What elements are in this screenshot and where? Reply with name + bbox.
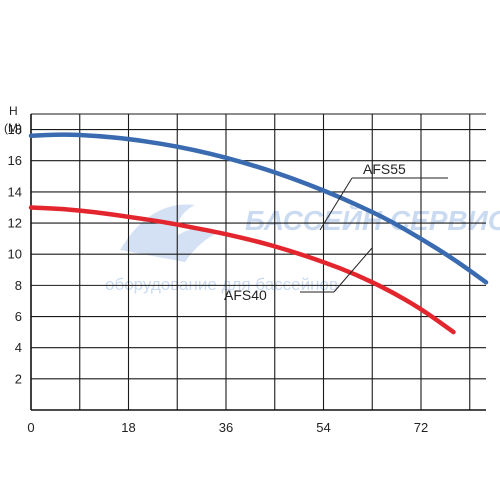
series-line-afs40 xyxy=(28,205,456,335)
afs55-leader-line xyxy=(319,177,353,231)
x-tick-label: 0 xyxy=(27,420,34,435)
afs40-leader-line xyxy=(333,247,373,293)
series-label-afs55: AFS55 xyxy=(363,161,406,177)
watermark-wave-icon xyxy=(120,204,220,262)
y-tick-label: 18 xyxy=(8,122,22,137)
y-tick-label: 2 xyxy=(15,371,22,386)
series-label-afs40: AFS40 xyxy=(224,287,267,303)
x-tick-label: 72 xyxy=(414,420,428,435)
x-tick-label: 18 xyxy=(121,420,135,435)
series-labels: AFS40 AFS55 xyxy=(224,161,448,303)
series xyxy=(28,132,489,335)
axes: 0 18 36 54 72 2 4 6 8 10 12 14 16 18 xyxy=(8,114,486,435)
x-tick-label: 54 xyxy=(316,420,330,435)
y-tick-label: 12 xyxy=(8,216,22,231)
series-line-afs55 xyxy=(28,132,489,285)
y-axis-label-line1: H xyxy=(9,104,18,118)
y-tick-label: 8 xyxy=(15,278,22,293)
y-tick-label: 6 xyxy=(15,309,22,324)
grid xyxy=(31,113,486,410)
y-tick-label: 16 xyxy=(8,153,22,168)
y-tick-label: 10 xyxy=(8,247,22,262)
x-tick-label: 36 xyxy=(219,420,233,435)
y-axis-label-line2: (M) xyxy=(4,121,22,135)
y-tick-label: 14 xyxy=(8,184,22,199)
watermark-subtitle: оборудование для бассейнов xyxy=(105,275,338,294)
y-tick-label: 4 xyxy=(15,340,22,355)
